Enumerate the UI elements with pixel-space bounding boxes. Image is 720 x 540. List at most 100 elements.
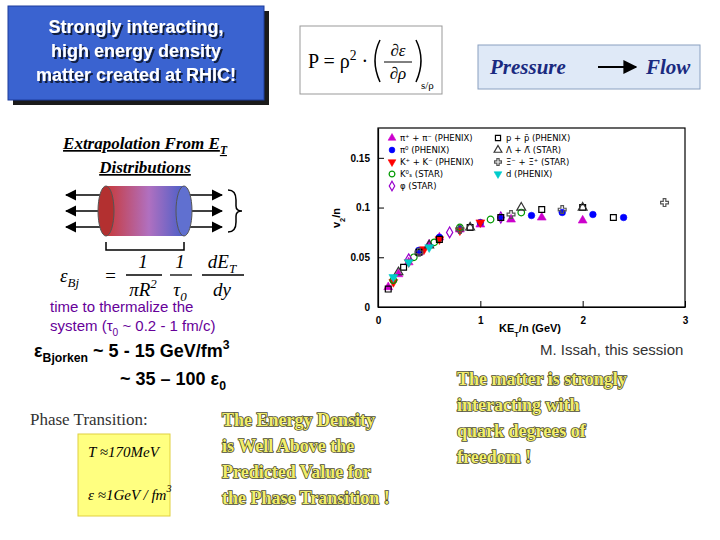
flow-right: Flow (645, 55, 691, 79)
legend-marker (388, 134, 396, 141)
tube-end (176, 186, 192, 236)
y-axis-title: v2/n (330, 208, 347, 228)
formula-box (300, 26, 442, 94)
x-axis-title: KET/n (GeV) (499, 322, 561, 339)
legend-marker (495, 135, 500, 140)
tick: 0.05 (351, 252, 384, 263)
tick: 2 (580, 301, 586, 326)
conclusion: interacting with (457, 395, 579, 415)
text-part: ~ 5 - 15 GeV/fm (88, 341, 223, 361)
arrow (66, 226, 104, 228)
chart: 012300.050.10.15KET/n (GeV)v2/nπ⁺ + π⁻ (… (330, 128, 689, 339)
legend-label: φ (STAR) (400, 181, 437, 191)
point (620, 214, 627, 221)
text-part: ε ≈1GeV / fm (88, 487, 167, 503)
collision-diagram (66, 186, 242, 250)
tick-mark (583, 301, 584, 307)
title: Strongly interacting, (48, 17, 223, 37)
tick-mark (480, 301, 481, 307)
legend-label: p + p̄ (PHENIX) (506, 133, 570, 143)
tick-mark (685, 301, 686, 307)
point (385, 286, 391, 292)
text-part: 1 (175, 251, 185, 272)
phase-label: Phase Transition: (30, 410, 148, 429)
point (507, 211, 515, 219)
tube-end (98, 186, 114, 236)
energy-note: The Energy Density (222, 410, 375, 430)
series (416, 209, 627, 253)
point (404, 260, 413, 268)
point (590, 211, 597, 218)
conclusion: The matter is strongly (457, 369, 627, 389)
fraction-bar (170, 274, 192, 275)
tube (106, 186, 184, 236)
legend-marker (389, 147, 395, 153)
point (498, 212, 504, 223)
legend-marker (388, 160, 396, 167)
point (401, 264, 407, 270)
text-part: dE (208, 251, 230, 272)
point (394, 267, 403, 275)
flow-left: Pressure (489, 55, 566, 79)
tick-label: 0 (376, 315, 382, 326)
text-part: πR (129, 279, 151, 300)
fraction-numerator: 1 (175, 251, 185, 272)
series (390, 209, 524, 283)
text-part: Bjorken (43, 351, 89, 365)
series (389, 245, 434, 283)
data-points (384, 199, 669, 292)
point (389, 275, 398, 283)
tick-label: 0.1 (356, 202, 370, 213)
point (537, 212, 546, 220)
text-part: system (τ (50, 317, 113, 334)
tick-label: 0.05 (351, 252, 371, 263)
text-part: /n (330, 208, 342, 218)
text-part: 2 (150, 276, 157, 291)
text-part: Extrapolation From E (62, 134, 220, 153)
point (539, 207, 545, 213)
epsilon0-value: ~ 35 – 100 ε0 (120, 369, 226, 393)
point (456, 226, 464, 234)
tick-mark (378, 158, 384, 159)
tick-label: 2 (580, 315, 586, 326)
flow-arrow (598, 66, 636, 68)
text-part: Distributions (98, 158, 191, 177)
tick-label: 1 (478, 315, 484, 326)
extrapolation-heading: Distributions (98, 158, 191, 177)
fraction-bar (384, 62, 412, 63)
phase-energy: ε ≈1GeV / fm3 (88, 483, 172, 503)
axis-line (379, 307, 686, 308)
arrow (186, 194, 222, 196)
energy-note: is Well Above the (222, 436, 354, 456)
bjorken-value: εBjorken ~ 5 - 15 GeV/fm3 (34, 338, 230, 365)
tick-label: 0 (364, 302, 370, 313)
fraction-numerator: 1 (138, 251, 148, 272)
text-part: Bj (68, 275, 80, 290)
tick: 3 (683, 301, 689, 326)
text-part: ~ 0.2 - 1 fm/c) (118, 317, 215, 334)
point (498, 215, 504, 221)
text-part: T (229, 261, 237, 276)
tick: 0 (364, 302, 384, 313)
fraction-bar (202, 274, 244, 275)
text-part: = (104, 265, 117, 286)
text-part: T ≈170MeV (88, 444, 161, 460)
text-part: 3 (223, 338, 230, 352)
bracket (106, 242, 184, 250)
series (394, 202, 587, 274)
text-part: P = ρ (308, 50, 350, 73)
tick: 0.1 (356, 202, 384, 213)
text-part: /n (GeV) (519, 322, 562, 334)
legend-label: d (PHENIX) (506, 169, 552, 179)
formula-numerator: ∂ε (390, 41, 405, 60)
legend-marker (494, 146, 502, 153)
point (661, 199, 669, 207)
bjorken-equals: = (104, 265, 117, 286)
point (558, 206, 566, 214)
series (415, 199, 668, 257)
paren (375, 40, 380, 82)
formula-denominator: ∂ρ (390, 64, 407, 83)
text-part: KE (499, 322, 514, 334)
text-part: ~ 35 – 100 ε (120, 369, 220, 389)
title-box (8, 6, 264, 100)
